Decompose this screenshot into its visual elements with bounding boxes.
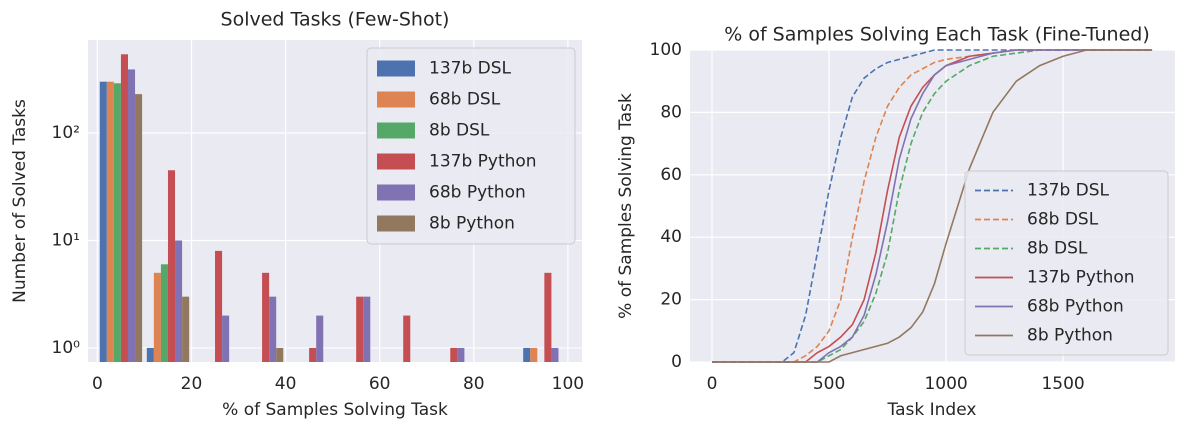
bar [113,83,121,362]
bar [316,315,324,362]
legend-label: 68b DSL [429,90,501,110]
y-tick-label: 20 [660,290,682,310]
legend-box [366,47,576,245]
legend-box [964,170,1169,356]
x-tick-label: 0 [92,374,103,394]
x-tick-label: 40 [275,374,297,394]
legend-label: 8b DSL [1027,239,1088,259]
bar [135,94,143,362]
bar [222,315,230,362]
bar [269,296,277,362]
bar [523,347,531,362]
bar [309,347,317,362]
bar [146,347,154,362]
legend-swatch [377,215,415,232]
x-tick-label: 1000 [924,374,967,394]
x-axis-label: % of Samples Solving Task [222,400,448,420]
bar [182,296,190,362]
bar [403,315,411,362]
bar [356,296,364,362]
y-tick-label: 10¹ [52,230,80,250]
legend-label: 68b Python [429,183,526,203]
legend-swatch [377,122,415,139]
bar [215,250,223,362]
y-tick-label: 10⁰ [52,338,81,358]
bar [153,272,161,362]
line [712,49,1153,363]
bar [551,347,559,362]
line [712,49,1153,363]
bar [544,272,552,362]
bar [127,69,136,362]
x-tick-label: 80 [463,374,485,394]
y-tick-label: 80 [660,102,682,122]
x-tick-label: 0 [707,374,718,394]
bar [450,347,458,362]
bar [106,81,114,362]
bar [160,264,168,362]
legend-label: 68b Python [1027,297,1124,317]
legend-label: 8b Python [1027,326,1113,346]
bar [363,296,371,362]
y-tick-label: 40 [660,227,682,247]
bar [530,347,538,362]
legend-swatch [377,153,415,170]
bar [276,347,284,362]
x-axis-label: Task Index [887,400,977,420]
y-tick-label: 60 [660,165,682,185]
y-tick-label: 100 [650,40,682,60]
bar [175,240,183,362]
x-tick-label: 20 [181,374,203,394]
bar [262,272,270,362]
bar [457,347,465,362]
y-axis-label: Number of Solved Tasks [10,99,30,303]
y-tick-label: 10² [52,123,80,143]
legend-label: 8b Python [429,214,515,234]
legend-label: 137b Python [1027,268,1135,288]
bar [99,81,107,362]
chart-title: Solved Tasks (Few-Shot) [221,9,450,31]
legend-swatch [377,184,415,201]
y-axis-label: % of Samples Solving Task [616,93,636,319]
legend-label: 137b Python [429,152,537,172]
legend-label: 68b DSL [1027,210,1099,230]
x-tick-label: 1500 [1041,374,1084,394]
x-tick-label: 100 [552,374,584,394]
y-tick-label: 0 [671,352,682,372]
x-tick-label: 60 [369,374,391,394]
chart-title: % of Samples Solving Each Task (Fine-Tun… [724,24,1150,46]
bar [167,170,176,362]
bar [120,54,128,362]
legend-swatch [377,60,415,77]
legend-label: 137b DSL [429,59,512,79]
legend-label: 137b DSL [1027,181,1110,201]
legend-swatch [377,91,415,108]
legend-label: 8b DSL [429,121,490,141]
x-tick-label: 500 [813,374,845,394]
